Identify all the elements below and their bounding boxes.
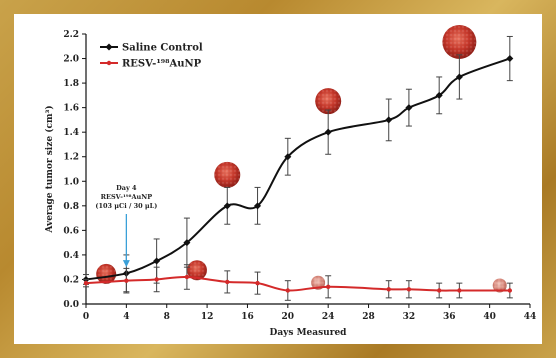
data-point [223, 202, 231, 210]
data-point [455, 73, 463, 81]
y-tick-label: 2.2 [63, 30, 79, 40]
y-tick-label: 1.8 [63, 79, 79, 89]
y-tick-label: 0.4 [63, 251, 79, 261]
data-point [154, 277, 159, 282]
data-point [457, 288, 462, 293]
y-tick-label: 0.6 [63, 226, 79, 236]
series-line [85, 275, 510, 292]
data-point [325, 284, 331, 290]
tumor-texture [96, 263, 117, 284]
data-point [225, 279, 230, 285]
data-point [405, 104, 413, 112]
x-tick-label: 0 [83, 312, 89, 322]
y-tick-label: 1.0 [63, 177, 79, 187]
tumor-growth-chart: 0 4 8 12 16 20 24 28 32 36 40 44 0.0 0.2 0.4 0.6 0.8 1.0 1… [44, 24, 536, 338]
tumor-texture [315, 88, 342, 115]
legend-label: Saline Control [122, 43, 203, 54]
data-point [386, 287, 391, 292]
x-tick-label: 32 [403, 312, 416, 322]
data-point [507, 288, 513, 293]
x-tick-label: 4 [123, 312, 129, 322]
data-point [254, 202, 262, 210]
data-point [83, 280, 89, 286]
annotation-text: Day 4 [116, 184, 137, 192]
data-point [406, 287, 412, 292]
tumor-texture [187, 260, 207, 281]
series-layer [82, 35, 514, 301]
x-tick-label: 8 [164, 312, 170, 322]
tumor-images [96, 24, 507, 293]
tumor-texture [214, 161, 241, 188]
x-tick-label: 44 [524, 312, 537, 322]
legend-marker [106, 60, 112, 66]
x-tick-label: 28 [362, 312, 375, 322]
x-tick-label: 40 [483, 312, 496, 322]
x-tick-label: 16 [241, 312, 254, 322]
data-point [124, 278, 129, 283]
data-point [385, 116, 393, 124]
y-tick-label: 0.2 [63, 275, 79, 285]
tumor-texture [442, 24, 477, 59]
x-axis-title: Days Measured [270, 328, 348, 338]
data-point [184, 274, 190, 280]
y-axis-title: Average tumor size (cm³) [44, 105, 55, 233]
y-tick-label: 2.0 [63, 55, 79, 65]
data-point [255, 280, 260, 286]
legend-marker [105, 43, 113, 51]
x-tick-label: 12 [201, 312, 214, 322]
data-point [324, 128, 332, 136]
axes: 0 4 8 12 16 20 24 28 32 36 40 44 0.0 0.2 0.4 0.6 0.8 1.0 1… [44, 30, 536, 338]
data-point [436, 288, 442, 293]
data-point [435, 91, 443, 99]
y-tick-label: 1.2 [63, 153, 79, 163]
data-point [153, 257, 161, 265]
data-point [183, 239, 191, 247]
annotation-arrowhead [122, 260, 130, 268]
series-resv-aunp [83, 264, 513, 301]
tumor-texture [492, 278, 507, 293]
legend: Saline Control RESV-¹⁹⁸AuNP [100, 43, 203, 70]
y-tick-label: 0.0 [63, 300, 79, 310]
series-line [85, 57, 511, 281]
series-saline-control [82, 35, 514, 293]
x-tick-label: 20 [282, 312, 295, 322]
x-tick-label: 24 [322, 312, 335, 322]
annotation-text: (103 μCi / 30 μL) [95, 202, 157, 210]
chart-panel: 0 4 8 12 16 20 24 28 32 36 40 44 0.0 0.2 0.4 0.6 0.8 1.0 1… [14, 14, 542, 344]
legend-label: RESV-¹⁹⁸AuNP [122, 59, 202, 70]
x-tick-label: 36 [443, 312, 456, 322]
data-point [285, 288, 291, 293]
annotation-text: RESV-¹⁹⁸AuNP [101, 193, 153, 201]
y-tick-label: 1.4 [63, 128, 79, 138]
y-tick-label: 1.6 [63, 104, 79, 114]
y-tick-label: 0.8 [63, 202, 79, 212]
data-point [506, 55, 514, 63]
data-point [284, 153, 292, 161]
